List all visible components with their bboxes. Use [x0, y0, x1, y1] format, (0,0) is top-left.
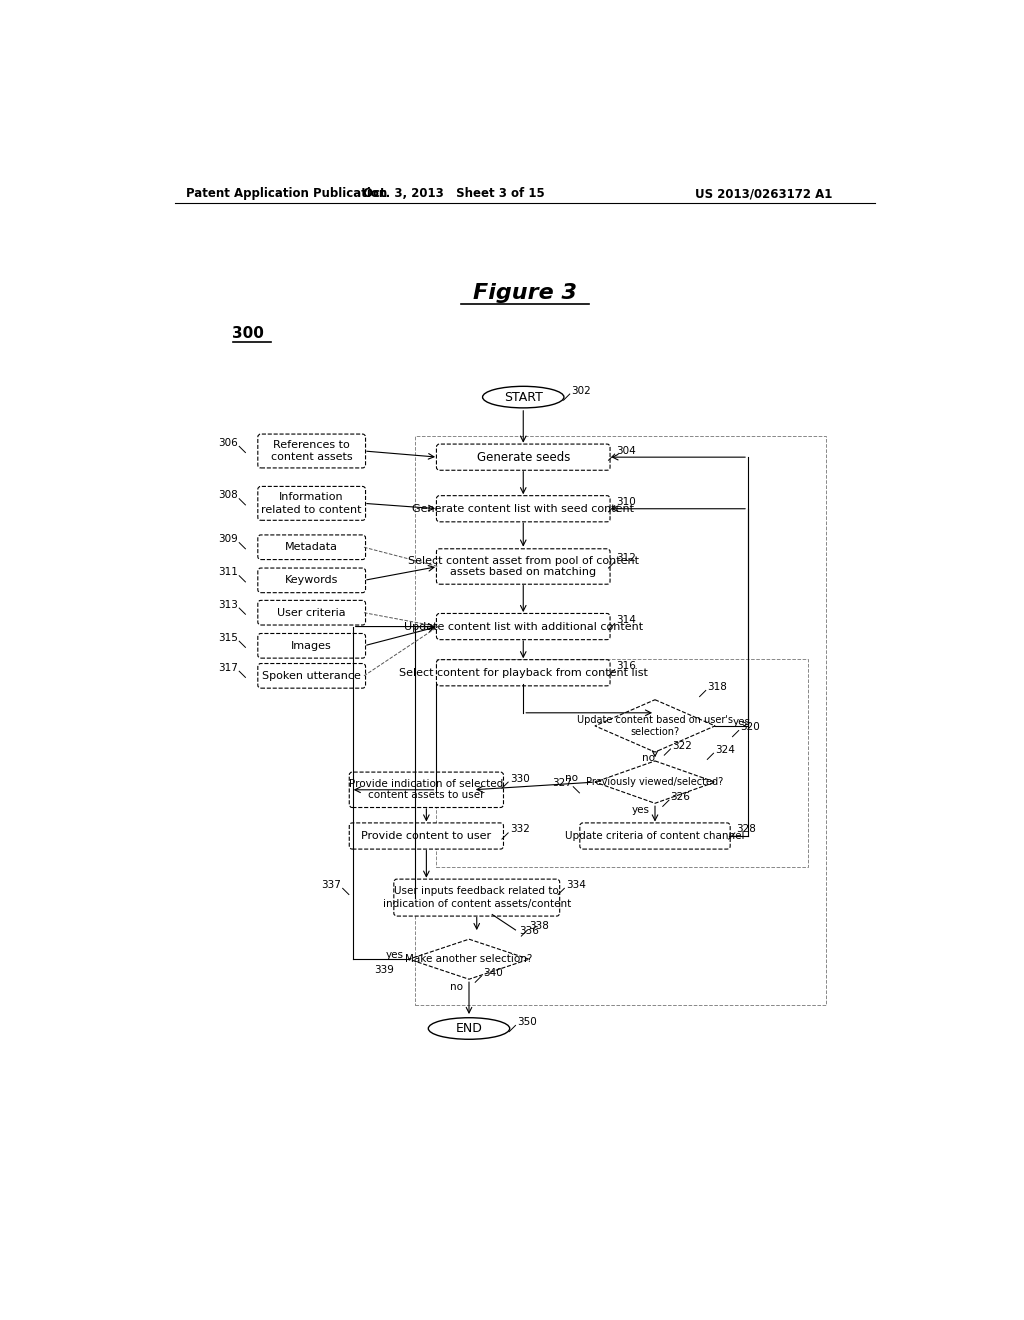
FancyBboxPatch shape — [258, 601, 366, 626]
Text: Previously viewed/selected?: Previously viewed/selected? — [587, 777, 724, 787]
Text: yes: yes — [386, 950, 404, 961]
Text: 300: 300 — [232, 326, 264, 342]
Text: 324: 324 — [715, 744, 735, 755]
Text: 304: 304 — [616, 446, 636, 455]
FancyBboxPatch shape — [436, 444, 610, 470]
Text: 330: 330 — [510, 774, 529, 784]
Text: 309: 309 — [218, 535, 238, 544]
Text: Provide content to user: Provide content to user — [361, 832, 492, 841]
Text: US 2013/0263172 A1: US 2013/0263172 A1 — [695, 187, 833, 201]
Text: no: no — [565, 774, 579, 783]
Polygon shape — [595, 700, 715, 752]
Text: 313: 313 — [218, 599, 238, 610]
Text: 311: 311 — [218, 568, 238, 577]
Ellipse shape — [482, 387, 564, 408]
Text: 336: 336 — [519, 927, 540, 936]
Text: selection?: selection? — [631, 727, 680, 737]
Text: 320: 320 — [740, 722, 760, 733]
Text: 327: 327 — [552, 779, 571, 788]
Polygon shape — [595, 760, 715, 804]
FancyBboxPatch shape — [258, 434, 366, 469]
Text: 314: 314 — [616, 615, 636, 626]
Text: 318: 318 — [708, 682, 727, 692]
FancyBboxPatch shape — [436, 660, 610, 686]
Text: 332: 332 — [510, 825, 529, 834]
Text: 312: 312 — [616, 553, 636, 564]
Text: Keywords: Keywords — [285, 576, 338, 585]
FancyBboxPatch shape — [580, 822, 730, 849]
Text: 350: 350 — [517, 1016, 537, 1027]
Text: User criteria: User criteria — [278, 607, 346, 618]
Text: START: START — [504, 391, 543, 404]
Text: Information: Information — [280, 492, 344, 502]
Text: 337: 337 — [322, 880, 341, 890]
FancyBboxPatch shape — [436, 549, 610, 585]
Text: 306: 306 — [218, 438, 238, 447]
Text: content assets: content assets — [271, 453, 352, 462]
Text: Generate content list with seed content: Generate content list with seed content — [413, 504, 634, 513]
Text: no: no — [642, 754, 655, 763]
Text: Update content based on user's: Update content based on user's — [577, 714, 733, 725]
Text: 317: 317 — [218, 663, 238, 673]
Text: assets based on matching: assets based on matching — [451, 566, 596, 577]
Text: 339: 339 — [374, 965, 394, 975]
Text: 308: 308 — [218, 490, 238, 500]
Text: Images: Images — [291, 640, 332, 651]
Text: References to: References to — [273, 440, 350, 450]
Text: Metadata: Metadata — [285, 543, 338, 552]
FancyBboxPatch shape — [258, 487, 366, 520]
FancyBboxPatch shape — [349, 822, 504, 849]
Text: 328: 328 — [736, 825, 757, 834]
Text: yes: yes — [632, 805, 650, 816]
Text: related to content: related to content — [261, 504, 361, 515]
Text: 302: 302 — [571, 385, 591, 396]
Text: Update content list with additional content: Update content list with additional cont… — [403, 622, 643, 631]
FancyBboxPatch shape — [436, 614, 610, 640]
FancyBboxPatch shape — [258, 664, 366, 688]
Text: Generate seeds: Generate seeds — [476, 450, 570, 463]
Text: indication of content assets/content: indication of content assets/content — [383, 899, 570, 908]
Polygon shape — [409, 940, 529, 979]
Text: 340: 340 — [483, 968, 503, 978]
FancyBboxPatch shape — [258, 535, 366, 560]
Ellipse shape — [428, 1018, 510, 1039]
Text: Oct. 3, 2013   Sheet 3 of 15: Oct. 3, 2013 Sheet 3 of 15 — [362, 187, 545, 201]
FancyBboxPatch shape — [436, 496, 610, 521]
Text: Update criteria of content channel: Update criteria of content channel — [565, 832, 744, 841]
Text: 316: 316 — [616, 661, 636, 671]
Text: 326: 326 — [671, 792, 690, 801]
Text: 322: 322 — [672, 741, 692, 751]
Text: no: no — [451, 982, 463, 991]
Text: 315: 315 — [218, 632, 238, 643]
Text: Make another selection?: Make another selection? — [406, 954, 532, 964]
Text: Select content asset from pool of content: Select content asset from pool of conten… — [408, 556, 639, 566]
Text: Patent Application Publication: Patent Application Publication — [186, 187, 387, 201]
Text: Figure 3: Figure 3 — [473, 284, 577, 304]
FancyBboxPatch shape — [394, 879, 560, 916]
Text: content assets to user: content assets to user — [368, 791, 484, 800]
Text: 338: 338 — [529, 921, 549, 932]
FancyBboxPatch shape — [258, 634, 366, 659]
FancyBboxPatch shape — [258, 568, 366, 593]
Text: Spoken utterance: Spoken utterance — [262, 671, 361, 681]
Text: 310: 310 — [616, 498, 636, 507]
Text: 334: 334 — [566, 880, 586, 890]
Text: User inputs feedback related to: User inputs feedback related to — [394, 887, 559, 896]
Text: Select content for playback from content list: Select content for playback from content… — [398, 668, 648, 677]
Text: Provide indication of selected: Provide indication of selected — [349, 779, 504, 789]
Text: yes: yes — [732, 717, 751, 727]
Text: END: END — [456, 1022, 482, 1035]
FancyBboxPatch shape — [349, 772, 504, 808]
